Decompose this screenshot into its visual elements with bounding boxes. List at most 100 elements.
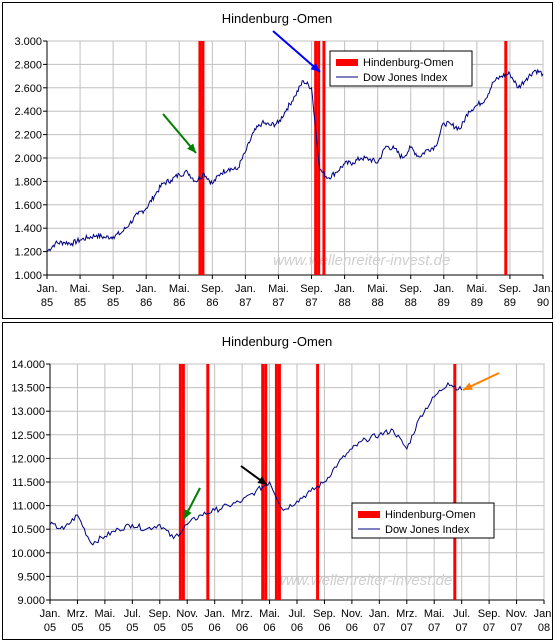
chart-title: Hindenburg -Omen: [222, 334, 333, 349]
signal-bar: [453, 364, 457, 600]
y-tick-label: 10.500: [11, 524, 45, 536]
x-tick-year: 86: [173, 297, 185, 309]
y-tick-label: 2.000: [14, 153, 42, 165]
y-tick-label: 11.000: [12, 501, 45, 513]
x-tick-month: Mai.: [169, 283, 190, 295]
x-tick-month: Mai.: [466, 283, 487, 295]
x-tick-month: Sep.: [201, 283, 224, 295]
x-tick-year: 89: [438, 297, 450, 309]
x-tick-year: 86: [140, 297, 152, 309]
legend-signal-label: Hindenburg-Omen: [385, 509, 476, 521]
x-tick-month: Nov.: [506, 608, 528, 620]
signal-bar: [206, 364, 210, 600]
signal-bar: [264, 364, 268, 600]
x-tick-year: 06: [209, 622, 221, 634]
dow-chart-1985-1990: 1.000 1.200 1.400 1.600 1.800 2.000 2.200 2.400…: [14, 11, 552, 309]
chart-panel-1985-1990: 1.000 1.200 1.400 1.600 1.800 2.000 2.200 2.400…: [2, 2, 553, 319]
x-tick-year: 89: [504, 297, 516, 309]
signal-bar: [181, 364, 185, 600]
orange-arrow: [462, 372, 500, 391]
x-tick-month: Sep.: [148, 608, 171, 620]
chart-panel-2005-2008: 9.000 9.500 10.000 10.500 11.000 11.500 12.000…: [2, 322, 553, 640]
signal-bar: [504, 41, 508, 275]
y-tick-label: 2.400: [14, 106, 42, 118]
x-tick-month: Jan.: [433, 283, 454, 295]
watermark-text: www.wellenreiter-invest.de: [275, 572, 452, 589]
y-tick-label: 2.200: [14, 130, 42, 142]
x-tick-month: Sep.: [478, 608, 501, 620]
y-tick-label: 9.000: [17, 595, 45, 607]
y-tick-label: 1.000: [14, 270, 42, 282]
x-tick-month: Jan.: [235, 283, 256, 295]
x-tick-year: 06: [346, 622, 358, 634]
y-tick-label: 12.500: [11, 430, 45, 442]
signal-bar: [277, 364, 281, 600]
x-tick-year: 06: [291, 622, 303, 634]
x-tick-year: 86: [206, 297, 218, 309]
x-tick-year: 87: [272, 297, 284, 309]
x-tick-month: Mai.: [70, 283, 91, 295]
legend-box: [351, 502, 495, 539]
y-tick-label: 13.500: [11, 383, 45, 395]
signal-bar: [274, 364, 278, 600]
x-tick-month: Jan.: [204, 608, 225, 620]
signal-bar: [322, 41, 326, 275]
x-tick-month: Jan.: [369, 608, 390, 620]
y-tick-label: 12.000: [11, 453, 45, 465]
x-tick-month: Mai.: [424, 608, 445, 620]
blue-arrow-shaft: [272, 30, 321, 73]
legend-signal-label: Hindenburg-Omen: [363, 57, 454, 69]
x-tick-year: 85: [107, 297, 119, 309]
watermark-text: www.wellenreiter-invest.de: [273, 252, 450, 269]
x-tick-month: Jan.: [40, 608, 61, 620]
x-tick-month: Mrz.: [396, 608, 417, 620]
x-tick-month: Jan.: [334, 283, 355, 295]
x-tick-year: 07: [428, 622, 440, 634]
dow-jones-line: [49, 381, 463, 546]
x-tick-month: Mai.: [268, 283, 289, 295]
x-tick-month: Mai.: [259, 608, 280, 620]
y-tick-label: 1.800: [14, 176, 42, 188]
green-arrow: [162, 113, 197, 154]
x-tick-year: 88: [405, 297, 417, 309]
x-tick-month: Mrz.: [67, 608, 88, 620]
x-tick-year: 06: [236, 622, 248, 634]
y-tick-label: 10.000: [11, 548, 45, 560]
x-tick-year: 07: [456, 622, 468, 634]
signal-bar: [316, 364, 320, 600]
x-tick-year: 85: [74, 297, 86, 309]
y-tick-label: 1.600: [14, 200, 42, 212]
signal-bar: [198, 41, 202, 275]
x-tick-year: 08: [538, 622, 550, 634]
x-tick-year: 05: [154, 622, 166, 634]
green-arrow-head: [184, 509, 192, 519]
x-tick-month: Jan.: [136, 283, 157, 295]
x-tick-year: 05: [126, 622, 138, 634]
x-tick-month: Jan.: [534, 608, 552, 620]
x-tick-month: Sep.: [399, 283, 422, 295]
x-tick-month: Jul.: [288, 608, 305, 620]
dow-jones-line: [46, 68, 544, 252]
x-tick-year: 05: [44, 622, 56, 634]
x-tick-month: Jul.: [124, 608, 141, 620]
x-tick-year: 06: [263, 622, 275, 634]
x-tick-year: 87: [239, 297, 251, 309]
y-tick-label: 11.500: [12, 477, 45, 489]
x-tick-year: 05: [99, 622, 111, 634]
signal-bar: [178, 364, 182, 600]
x-tick-year: 07: [373, 622, 385, 634]
y-tick-label: 3.000: [14, 36, 42, 48]
x-tick-year: 05: [181, 622, 193, 634]
y-tick-label: 13.000: [11, 406, 45, 418]
x-tick-month: Jan.: [533, 283, 552, 295]
green-arrow-head: [187, 143, 196, 153]
x-tick-month: Mai.: [367, 283, 388, 295]
x-tick-year: 05: [71, 622, 83, 634]
x-tick-month: Mai.: [94, 608, 115, 620]
legend-box: [329, 50, 473, 87]
x-tick-month: Jan.: [37, 283, 58, 295]
x-tick-month: Sep.: [313, 608, 336, 620]
blue-arrow: [272, 30, 321, 73]
signal-bar: [201, 41, 205, 275]
signal-bar: [314, 41, 318, 275]
